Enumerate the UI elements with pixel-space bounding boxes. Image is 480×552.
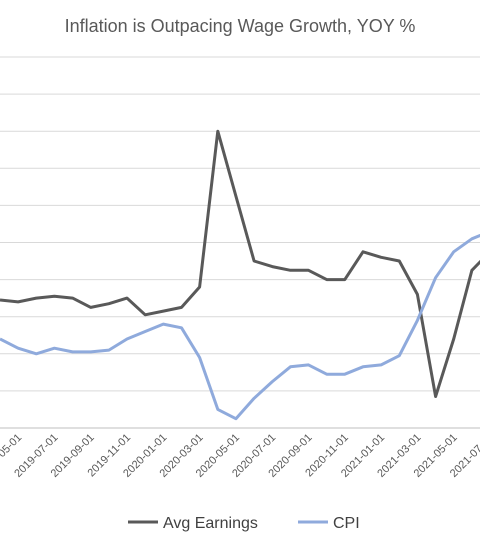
grid-lines <box>0 56 480 429</box>
series-lines <box>0 129 480 421</box>
x-axis-tick-labels: 2019-05-012019-07-012019-09-012019-11-01… <box>0 432 480 480</box>
legend: Avg Earnings CPI <box>128 515 360 532</box>
chart-title: Inflation is Outpacing Wage Growth, YOY … <box>64 16 416 36</box>
legend-label-cpi: CPI <box>333 515 360 532</box>
series-line-avg-earnings <box>0 129 480 398</box>
series-line-cpi <box>0 233 480 421</box>
legend-label-avg-earnings: Avg Earnings <box>163 515 258 532</box>
